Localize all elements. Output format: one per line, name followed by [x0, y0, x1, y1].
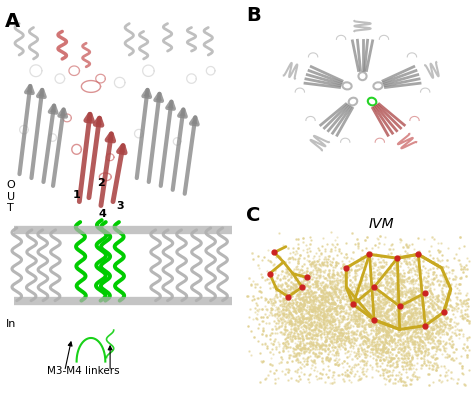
Text: 1: 1: [73, 189, 81, 200]
Text: A: A: [5, 12, 20, 31]
Text: B: B: [246, 6, 261, 25]
Text: IVM: IVM: [368, 217, 394, 231]
Text: O
U
T: O U T: [6, 180, 15, 213]
Text: 2: 2: [97, 178, 104, 188]
Text: 4: 4: [99, 209, 107, 219]
Text: In: In: [6, 319, 16, 329]
Text: C: C: [246, 206, 261, 225]
Text: 3: 3: [116, 201, 124, 211]
Text: M3-M4 linkers: M3-M4 linkers: [47, 366, 120, 376]
